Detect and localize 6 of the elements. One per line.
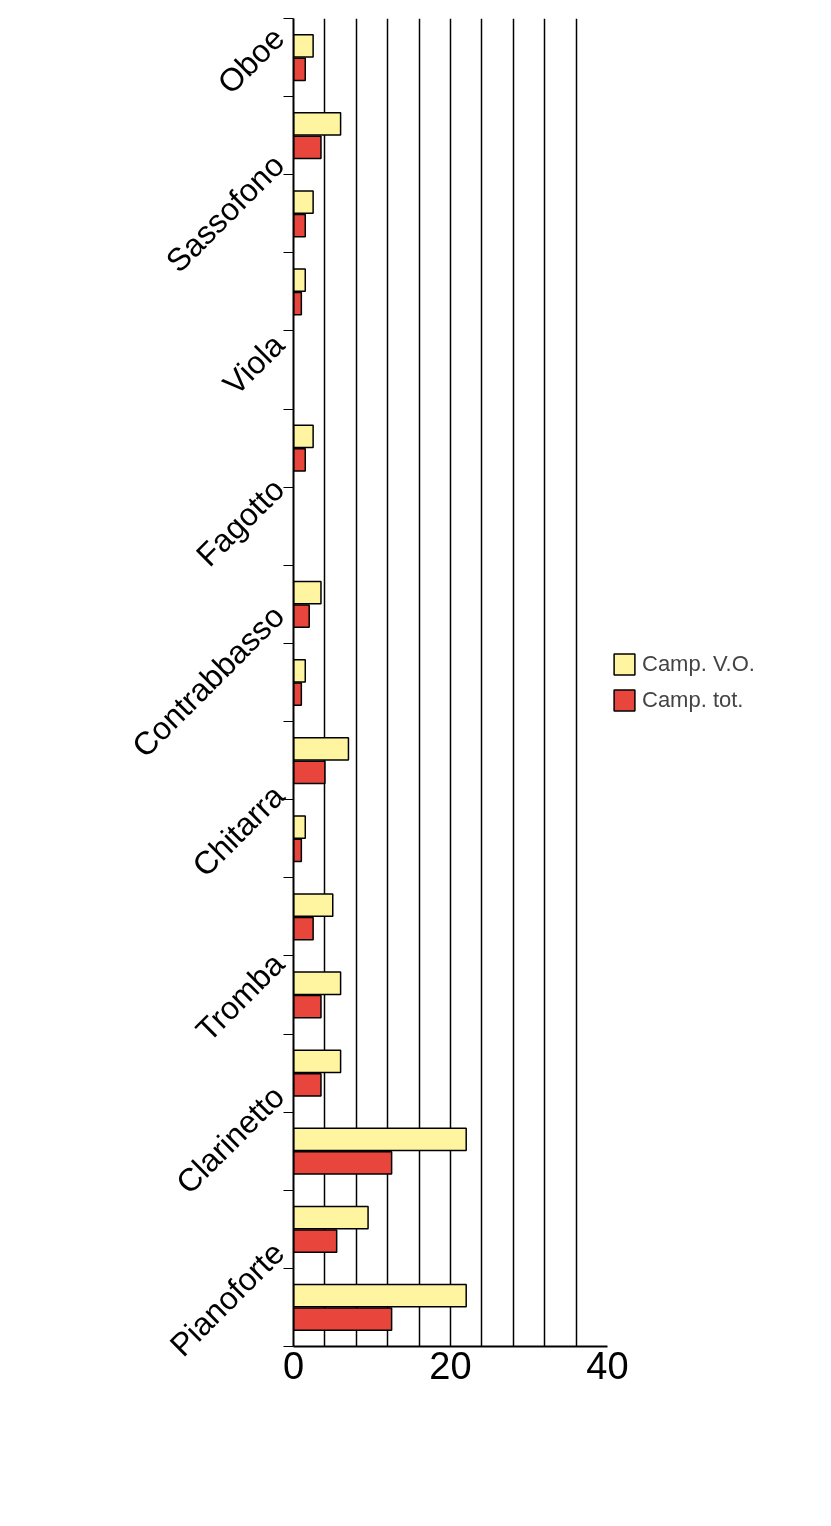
x-tick-label: 20 xyxy=(429,1344,472,1387)
legend-label: Camp. tot. xyxy=(642,687,744,713)
x-tick-label: 40 xyxy=(586,1344,629,1387)
y-tick-label: Viola xyxy=(215,326,292,402)
x-tick-label: 0 xyxy=(282,1344,305,1387)
legend-label: Camp. V.O. xyxy=(642,651,755,677)
